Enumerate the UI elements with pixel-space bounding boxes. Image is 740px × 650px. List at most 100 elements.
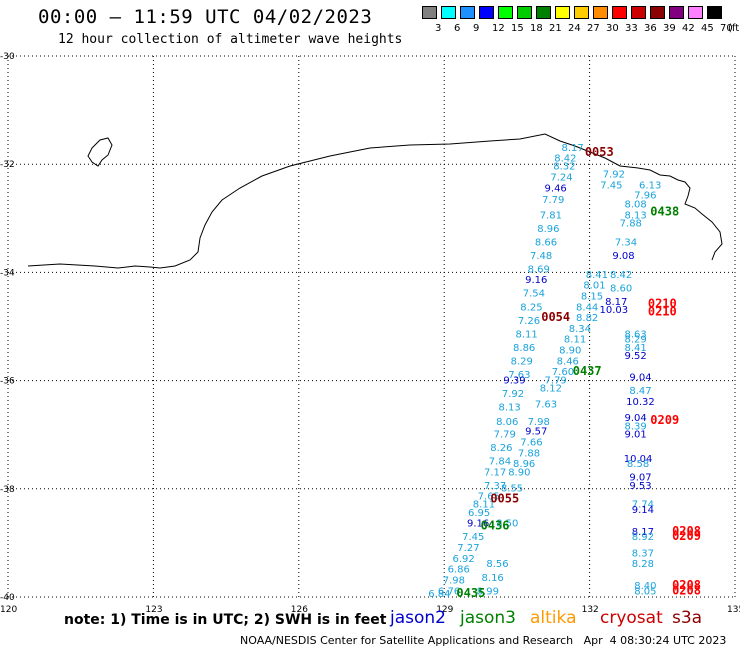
legend-swatch (707, 6, 722, 19)
legend-label: 45 (701, 23, 714, 34)
longitude-label: 126 (291, 605, 308, 615)
wave-height-value: 8.37 (632, 548, 654, 559)
wave-height-value: 10.03 (600, 305, 629, 316)
pass-time-label: 0209 (672, 529, 701, 543)
wave-height-value: 9.39 (503, 375, 525, 386)
wave-height-value: 7.27 (457, 543, 479, 554)
legend-swatch (498, 6, 513, 19)
longitude-label: 135 (727, 605, 740, 615)
wave-height-value: 8.16 (482, 573, 504, 584)
wave-height-value: 8.60 (610, 283, 632, 294)
pass-time-label: 0208 (672, 578, 701, 592)
wave-height-value: 9.07 (629, 473, 651, 484)
latitude-label: -32 (0, 160, 15, 170)
wave-height-value: 7.96 (634, 190, 656, 201)
wave-height-value: 8.15 (581, 291, 603, 302)
pass-time-label: 0436 (481, 518, 510, 532)
pass-time-label: 0437 (573, 364, 602, 378)
wave-height-value: 10.32 (626, 397, 655, 408)
wave-height-value: 8.41 (586, 270, 608, 281)
legend-swatch (688, 6, 703, 19)
graticule: -30 -32 -34 -36 -38 -40 120 123 126 129 132 135 (0, 52, 740, 615)
legend-label: 21 (549, 23, 562, 34)
satellite-label-s3a: s3a (672, 608, 703, 628)
wave-height-value: 8.58 (627, 459, 649, 470)
wave-height-value: 9.46 (545, 183, 567, 194)
legend-label: 70 (720, 23, 733, 34)
wave-height-value: 8.13 (498, 402, 520, 413)
legend-label: 15 (511, 23, 524, 34)
wave-height-value: 7.65 (478, 492, 500, 503)
wave-height-value: 8.56 (486, 559, 508, 570)
legend-swatch (441, 6, 456, 19)
wave-height-value: 9.16 (467, 519, 489, 530)
latitude-label: -40 (0, 593, 15, 603)
wave-height-value: 7.88 (518, 448, 540, 459)
wave-height-value: 8.40 (634, 581, 656, 592)
wave-height-value: 8.86 (513, 343, 535, 354)
latitude-label: -30 (0, 52, 15, 62)
wave-height-value: 9.04 (625, 413, 647, 424)
wave-height-value: 8.25 (520, 302, 542, 313)
latitude-label: -38 (0, 485, 15, 495)
pass-time-label: 0055 (490, 491, 519, 505)
wave-height-value: 8.90 (508, 467, 530, 478)
wave-height-value: 7.79 (545, 375, 567, 386)
wave-height-value: 8.17 (605, 297, 627, 308)
wave-height-value: 6.76 (438, 586, 460, 597)
wave-height-value: 8.29 (511, 356, 533, 367)
wave-height-value: 8.47 (629, 386, 651, 397)
wave-height-value: 7.98 (443, 575, 465, 586)
wave-height-value: 8.08 (625, 199, 647, 210)
note-text: note: 1) Time is in UTC; 2) SWH is in fe… (64, 612, 387, 628)
satellite-label-jason2: jason2 (390, 608, 446, 628)
legend-swatch (479, 6, 494, 19)
wave-height-value: 8.01 (583, 281, 605, 292)
wave-height-value: 7.88 (620, 218, 642, 229)
legend-swatch (650, 6, 665, 19)
legend-swatch (669, 6, 684, 19)
wave-height-value: 9.08 (612, 251, 634, 262)
wave-height-value: 8.26 (490, 443, 512, 454)
legend-label: 36 (644, 23, 657, 34)
wave-height-value: 9.16 (525, 275, 547, 286)
coastline (27, 133, 723, 269)
legend-swatch (460, 6, 475, 19)
wave-height-value: 8.90 (559, 346, 581, 357)
wave-height-value: 8.50 (496, 519, 518, 530)
wave-height-value: 8.17 (562, 143, 584, 154)
wave-height-value: 7.54 (523, 289, 545, 300)
wave-height-value: 7.45 (600, 181, 622, 192)
wave-height-value: 8.63 (625, 329, 647, 340)
map-title: 00:00 – 11:59 UTC 04/02/2023 (38, 6, 373, 28)
wave-height-value: 6.95 (468, 508, 490, 519)
wave-height-value: 8.42 (554, 153, 576, 164)
wave-height-value: 8.42 (610, 270, 632, 281)
wave-height-value: 9.04 (629, 373, 651, 384)
legend-label: 39 (663, 23, 676, 34)
wave-height-value: 8.05 (634, 586, 656, 597)
wave-height-value: 9.53 (629, 481, 651, 492)
wave-height-value: 7.26 (518, 316, 540, 327)
wave-height-value: 8.13 (625, 210, 647, 221)
wave-height-value: 8.96 (513, 459, 535, 470)
wave-height-value: 7.45 (462, 532, 484, 543)
wave-height-value: 10.04 (624, 454, 653, 465)
wave-height-value: 8.12 (540, 383, 562, 394)
legend-label: 42 (682, 23, 695, 34)
wave-height-value: 6.84 (428, 589, 450, 600)
wave-height-value: 7.79 (494, 429, 516, 440)
legend-label: 3 (435, 23, 442, 34)
wave-height-value: 8.11 (515, 329, 537, 340)
longitude-label: 129 (436, 605, 453, 615)
wave-height-value: 8.11 (564, 335, 586, 346)
wave-height-value: 7.84 (489, 456, 511, 467)
longitude-label: 123 (145, 605, 162, 615)
legend-swatch (422, 6, 437, 19)
legend-label: 18 (530, 23, 543, 34)
wave-height-value: 7.74 (632, 500, 654, 511)
pass-time-label: 0208 (672, 524, 701, 538)
longitude-label: 120 (0, 605, 17, 615)
wave-height-value: 6.13 (639, 181, 661, 192)
